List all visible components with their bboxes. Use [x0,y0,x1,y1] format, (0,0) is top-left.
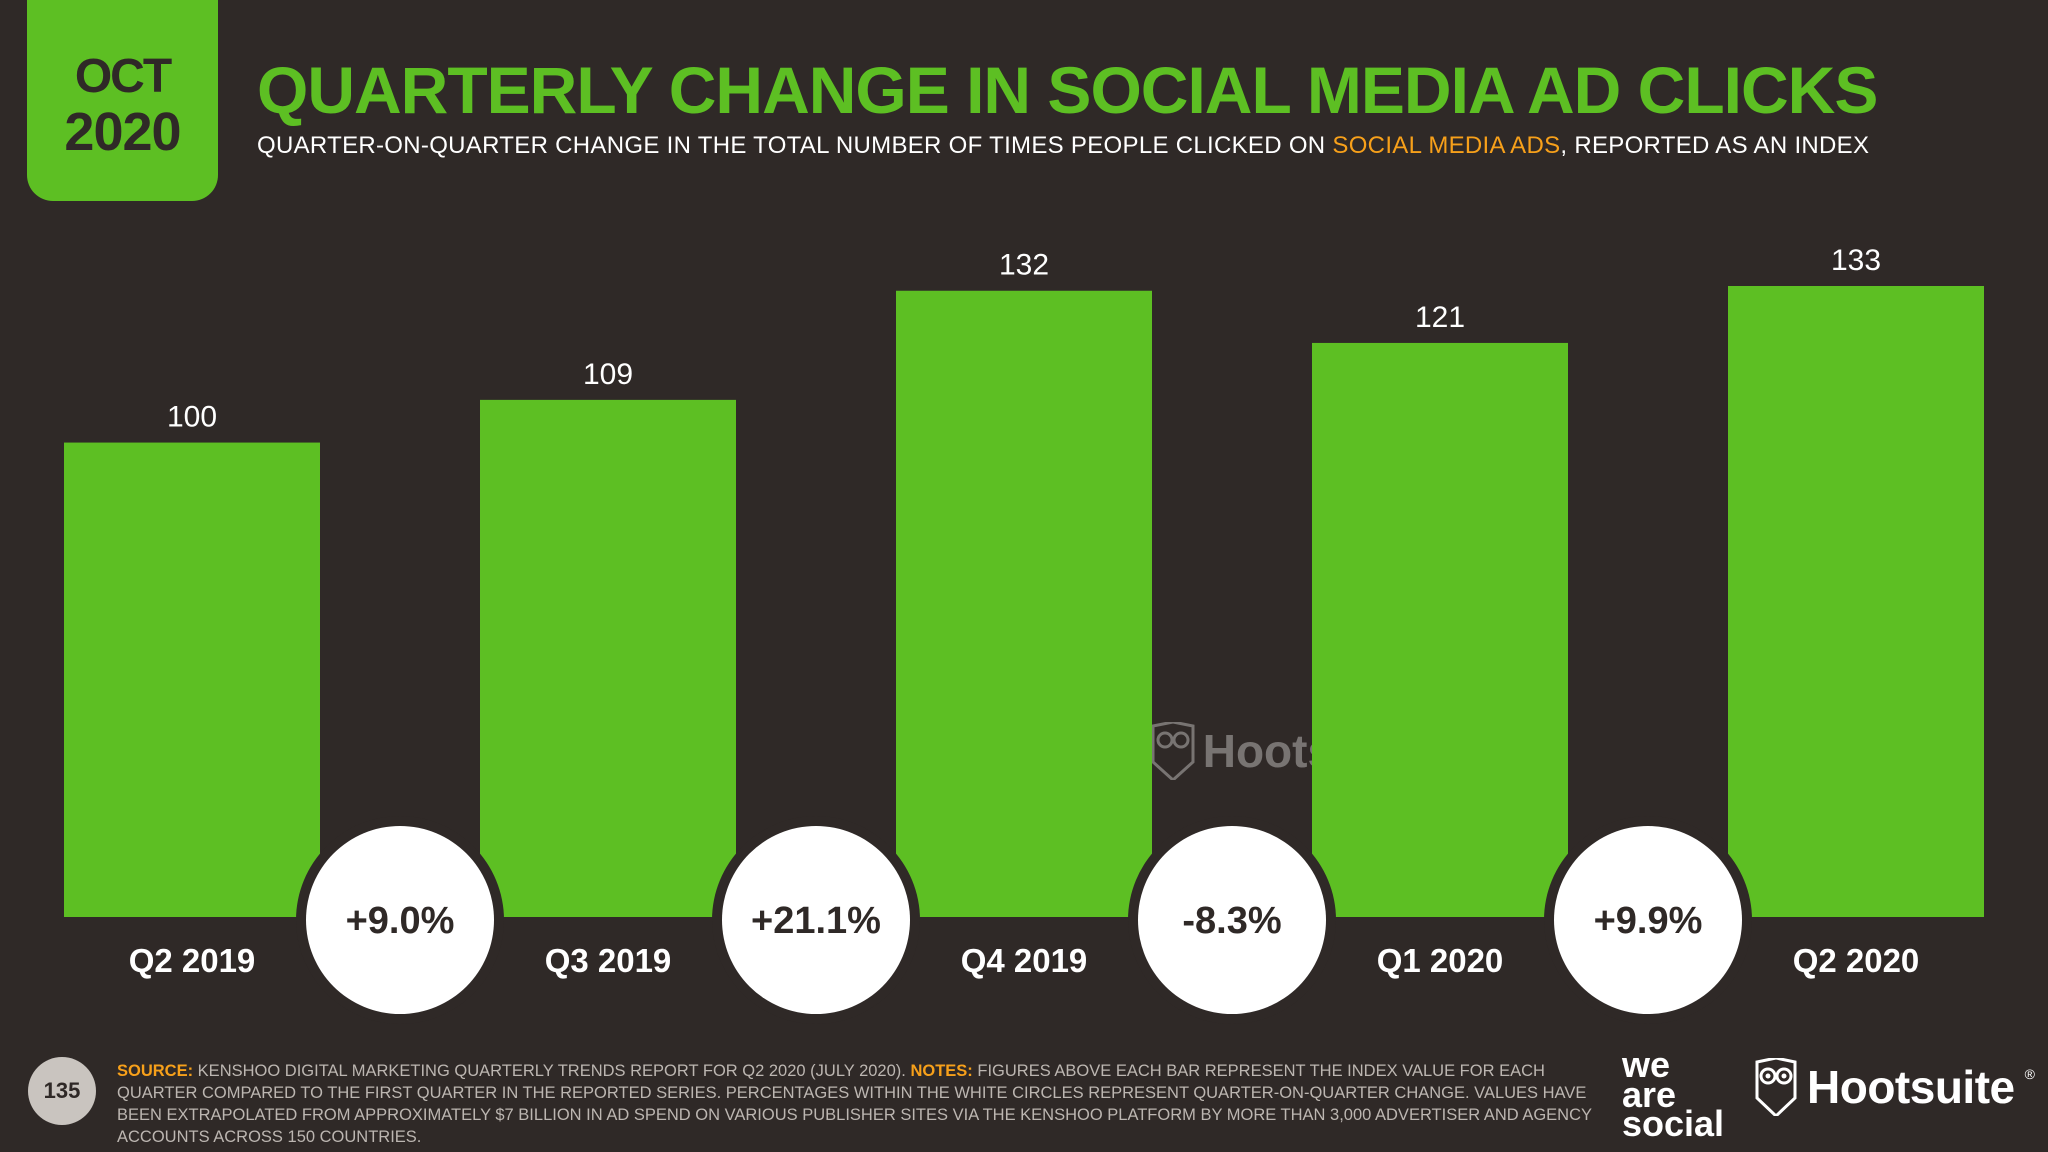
subtitle-highlight: SOCIAL MEDIA ADS [1332,132,1561,159]
notes-text: FIGURES ABOVE EACH BAR REPRESENT THE IND… [117,1062,1592,1146]
change-circle [1138,826,1326,1014]
x-tick-label: Q4 2019 [961,942,1088,979]
date-badge: OCT 2020 [27,0,218,201]
x-tick-label: Q1 2020 [1377,942,1504,979]
logo-are: are [1622,1073,1677,1115]
bar-value-label: 121 [1415,301,1465,334]
x-tick-label: Q2 2019 [129,942,256,979]
change-circle [722,826,910,1014]
source-text: KENSHOO DIGITAL MARKETING QUARTERLY TREN… [193,1062,911,1080]
logo-we: we [1622,1044,1671,1085]
subtitle-text-post: , REPORTED AS AN INDEX [1560,132,1870,159]
page-title: QUARTERLY CHANGE IN SOCIAL MEDIA AD CLIC… [257,53,1878,127]
hootsuite-logo: Hootsuite ® [1755,1058,2035,1116]
we-are-social-logo: we are social [1622,1044,1725,1145]
change-circle [306,826,494,1014]
page-subtitle: QUARTER-ON-QUARTER CHANGE IN THE TOTAL N… [257,132,1869,160]
date-month: OCT [74,49,172,103]
change-circle [1554,826,1742,1014]
change-label: +9.9% [1594,900,1703,942]
date-year: 2020 [64,101,181,162]
bar-value-label: 133 [1831,244,1881,277]
source-label: SOURCE: [117,1062,194,1080]
x-tick-label: Q3 2019 [545,942,672,979]
subtitle-text-pre: QUARTER-ON-QUARTER CHANGE IN THE TOTAL N… [257,132,1333,159]
logo-social: social [1622,1103,1725,1145]
bar [1728,286,1984,917]
owl-icon [1151,721,1195,780]
owl-icon [1755,1058,1797,1116]
bar [896,290,1152,917]
bar-value-label: 100 [167,401,217,434]
change-label: +9.0% [346,900,455,942]
bar [480,399,736,918]
footer-source-notes: SOURCE: KENSHOO DIGITAL MARKETING QUARTE… [117,1060,1597,1148]
notes-label: NOTES: [910,1062,973,1080]
x-tick-label: Q2 2020 [1793,942,1920,979]
hootsuite-reg: ® [2024,1066,2035,1082]
change-label: +21.1% [751,900,881,942]
bar [1312,342,1568,917]
hootsuite-text: Hootsuite [1807,1061,2015,1113]
bar-value-label: 109 [583,358,633,391]
bar-value-label: 132 [999,249,1049,282]
bar [64,442,320,917]
change-label: -8.3% [1182,900,1281,942]
page-number: 135 [28,1057,96,1125]
